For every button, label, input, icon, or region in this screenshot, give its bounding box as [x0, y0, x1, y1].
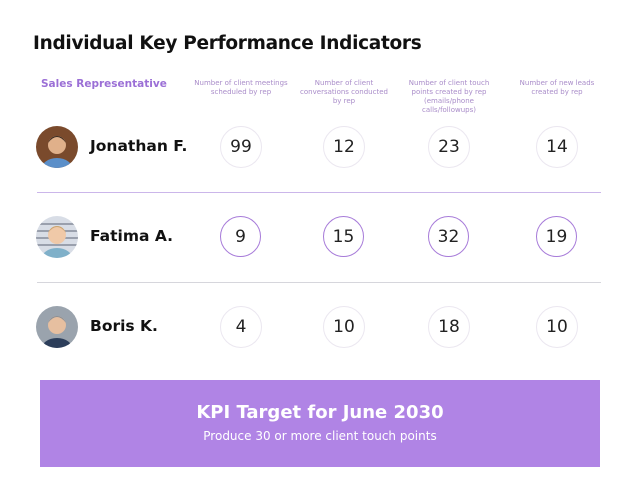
kpi-value: 99: [220, 126, 262, 168]
kpi-value: 10: [536, 306, 578, 348]
avatar-image: [36, 216, 78, 258]
kpi-value: 23: [428, 126, 470, 168]
kpi-value: 18: [428, 306, 470, 348]
banner: KPI Target for June 2030 Produce 30 or m…: [40, 380, 600, 467]
avatar: [36, 306, 78, 348]
row-separator: [37, 282, 601, 283]
kpi-value: 32: [428, 216, 469, 257]
avatar: [36, 126, 78, 168]
column-header: Sales Representative: [41, 78, 167, 90]
kpi-value: 14: [536, 126, 578, 168]
avatar: [36, 216, 78, 258]
kpi-value: 15: [323, 216, 364, 257]
kpi-value: 19: [536, 216, 577, 257]
rep-name: Boris K.: [90, 317, 158, 335]
column-header: Number of client meetings scheduled by r…: [194, 79, 288, 96]
banner-text: Produce 30 or more client touch points: [203, 429, 437, 443]
row-separator: [37, 192, 601, 193]
column-header: Number of new leads created by rep: [519, 79, 595, 96]
rep-name: Fatima A.: [90, 227, 174, 245]
title: Individual Key Performance Indicators: [33, 33, 422, 54]
column-header: Number of client touch points created by…: [408, 79, 490, 114]
kpi-value: 10: [323, 306, 365, 348]
kpi-value: 9: [220, 216, 261, 257]
kpi-value: 4: [220, 306, 262, 348]
column-header: Number of client conversations conducted…: [300, 79, 388, 105]
rep-name: Jonathan F.: [90, 137, 188, 155]
banner-title: KPI Target for June 2030: [196, 402, 444, 423]
kpi-value: 12: [323, 126, 365, 168]
avatar-image: [36, 306, 78, 348]
avatar-image: [36, 126, 78, 168]
